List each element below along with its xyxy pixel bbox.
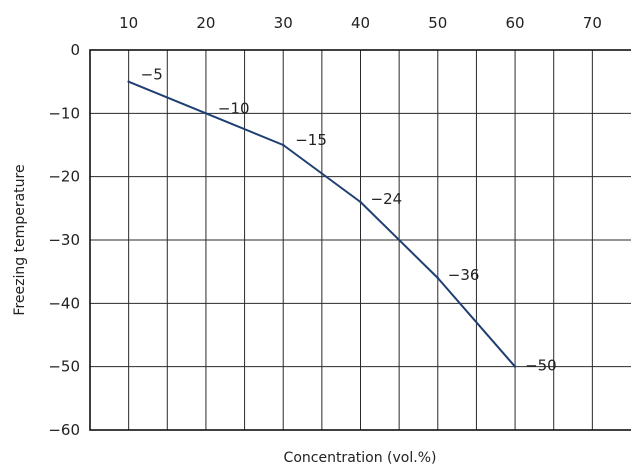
data-point	[359, 200, 362, 204]
x-tick-label: 40	[351, 14, 370, 32]
data-label: −36	[448, 266, 480, 284]
data-label: −5	[141, 66, 163, 84]
data-point	[513, 365, 517, 368]
y-tick-label: −20	[48, 168, 80, 186]
y-tick-label: 0	[70, 41, 80, 59]
data-label: −10	[218, 99, 250, 117]
y-axis-title: Freezing temperature	[12, 164, 28, 315]
y-tick-labels: 0 −10 −20 −30 −40 −50 −60	[48, 41, 80, 439]
x-tick-labels: 10 20 30 40 50 60 70	[119, 14, 602, 32]
series	[127, 80, 517, 368]
x-tick-label: 20	[196, 14, 215, 32]
x-tick-label: 60	[506, 14, 525, 32]
data-label: −24	[371, 190, 403, 208]
data-labels: −5 −10 −15 −24 −36 −50	[141, 66, 557, 375]
y-tick-label: −50	[48, 358, 80, 376]
x-tick-label: 30	[274, 14, 293, 32]
y-tick-label: −60	[48, 421, 80, 439]
data-point	[204, 112, 208, 115]
x-tick-label: 10	[119, 14, 138, 32]
data-point	[127, 80, 130, 83]
x-tick-label: 50	[428, 14, 447, 32]
y-tick-label: −30	[48, 231, 80, 249]
y-tick-label: −40	[48, 294, 80, 312]
y-tick-label: −10	[48, 104, 80, 122]
data-point	[436, 276, 439, 280]
x-tick-label: 70	[583, 14, 602, 32]
series-line	[128, 80, 516, 368]
plot-frame	[89, 49, 631, 431]
data-label: −50	[525, 357, 557, 375]
data-point	[282, 143, 285, 147]
grid	[90, 50, 631, 430]
x-axis-title: Concentration (vol.%)	[284, 450, 437, 466]
data-label: −15	[295, 131, 327, 149]
